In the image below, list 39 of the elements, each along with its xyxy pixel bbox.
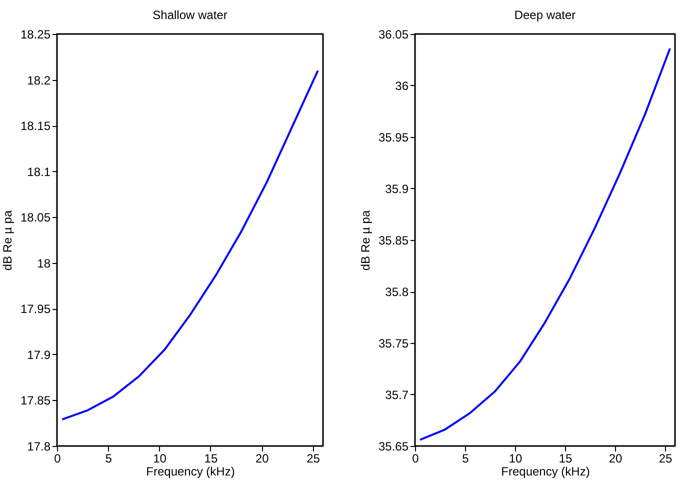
y-tick-label: 18.1 [27,164,51,179]
x-tick-label: 20 [608,452,622,466]
y-tick-label: 35.95 [378,130,409,144]
y-tick-label: 18.05 [20,210,51,225]
y-tick-label: 35.65 [378,440,409,454]
y-tick-label: 35.9 [385,182,409,196]
x-tick-label: 15 [558,452,572,466]
y-tick-label: 18.2 [27,73,51,88]
y-tick-label: 18.25 [20,28,51,42]
y-axis-title: dB Re µ pa [0,210,14,271]
y-axis-title: dB Re µ pa [358,210,372,271]
y-tick-label: 35.7 [385,388,409,402]
x-tick-label: 25 [306,452,320,466]
x-tick-label: 10 [153,452,167,466]
chart-title: Deep water [514,8,576,22]
y-tick-label: 18.15 [20,119,51,134]
x-tick-label: 5 [462,452,470,466]
y-tick-label: 36 [395,79,409,93]
y-tick-label: 17.8 [27,440,51,454]
x-tick-label: 25 [658,452,672,466]
line-series [419,47,671,441]
x-axis-title: Frequency (kHz) [146,464,235,478]
y-tick-label: 18 [37,256,51,270]
y-tick-label: 35.8 [385,285,409,299]
y-tick-label: 17.9 [27,348,51,362]
chart-title: Shallow water [152,8,228,22]
x-tick-label: 0 [54,452,62,466]
x-tick-label: 10 [508,452,522,466]
y-tick-label: 35.75 [378,336,409,350]
y-tick-label: 35.85 [378,234,409,248]
line-series [61,70,319,420]
y-tick-label: 17.85 [20,394,51,408]
x-tick-label: 15 [204,452,218,466]
x-tick-label: 20 [255,452,270,466]
x-axis-title: Frequency (kHz) [501,464,590,478]
x-tick-label: 5 [105,452,112,466]
y-tick-label: 36.05 [378,28,409,42]
y-tick-label: 17.95 [20,302,51,316]
x-tick-label: 0 [412,452,420,466]
